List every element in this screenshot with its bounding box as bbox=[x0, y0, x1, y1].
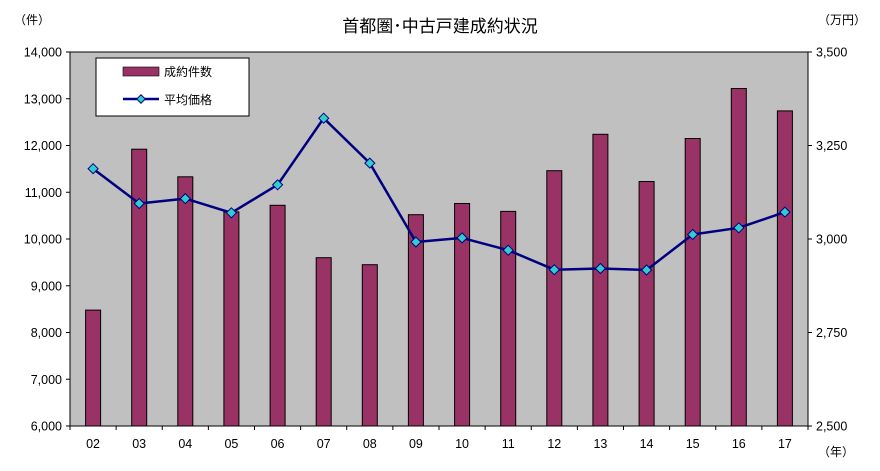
bar-09 bbox=[407, 214, 424, 427]
price-point-07 bbox=[317, 112, 330, 124]
right-axis-tick-label: 3,500 bbox=[816, 46, 847, 60]
left-axis-tick-label: 12,000 bbox=[24, 139, 62, 153]
right-axis-unit: （万円） bbox=[818, 13, 866, 27]
bar-06 bbox=[269, 204, 286, 427]
bar-08 bbox=[361, 264, 378, 427]
price-point-05 bbox=[225, 207, 238, 219]
bar-14 bbox=[638, 181, 655, 427]
left-axis-tick-label: 7,000 bbox=[31, 373, 62, 387]
x-axis-tick-label: 02 bbox=[86, 437, 100, 451]
legend-swatch-marker bbox=[136, 94, 146, 104]
x-axis-unit: （年） bbox=[818, 445, 854, 459]
x-axis-tick-label: 09 bbox=[409, 437, 423, 451]
price-point-11 bbox=[502, 244, 514, 256]
legend: 成約件数 平均価格 bbox=[95, 57, 250, 117]
price-point-04 bbox=[179, 192, 192, 205]
price-point-09 bbox=[410, 236, 422, 248]
x-axis-tick-label: 08 bbox=[363, 437, 377, 451]
left-axis-tick-label: 11,000 bbox=[25, 186, 62, 200]
left-axis-tick-label: 14,000 bbox=[24, 46, 62, 60]
right-axis-tick-label: 3,250 bbox=[816, 139, 847, 153]
price-line bbox=[92, 116, 786, 272]
legend-swatch-bar bbox=[122, 66, 160, 77]
left-axis-tick-label: 13,000 bbox=[24, 92, 62, 106]
price-point-16 bbox=[733, 222, 745, 234]
price-point-13 bbox=[594, 262, 607, 275]
x-axis-tick-label: 05 bbox=[224, 437, 238, 451]
bar-07 bbox=[315, 257, 332, 427]
price-point-17 bbox=[779, 206, 791, 218]
x-axis-tick-label: 03 bbox=[132, 437, 146, 451]
x-axis-tick-label: 17 bbox=[778, 437, 792, 451]
legend-box bbox=[95, 57, 250, 117]
bar-12 bbox=[546, 170, 563, 427]
line-layer bbox=[87, 112, 791, 276]
left-axis-tick-label: 6,000 bbox=[31, 420, 62, 434]
left-axis-tick-label: 9,000 bbox=[31, 279, 62, 293]
bar-05 bbox=[223, 211, 240, 427]
x-axis-tick-label: 12 bbox=[547, 437, 561, 451]
bar-03 bbox=[131, 148, 148, 427]
x-axis-tick-label: 07 bbox=[317, 437, 331, 451]
x-axis-tick-label: 16 bbox=[732, 437, 746, 451]
x-axis-tick-label: 06 bbox=[271, 437, 285, 451]
bars-layer bbox=[85, 88, 793, 427]
legend-label-bar: 成約件数 bbox=[164, 64, 212, 79]
x-axis-tick-label: 04 bbox=[178, 437, 192, 451]
price-point-15 bbox=[686, 228, 699, 241]
right-axis-tick-label: 3,000 bbox=[816, 233, 847, 247]
bar-02 bbox=[85, 309, 102, 427]
bar-15 bbox=[684, 138, 701, 427]
price-point-10 bbox=[456, 232, 468, 244]
bar-13 bbox=[592, 133, 609, 427]
bar-11 bbox=[500, 210, 517, 427]
bar-17 bbox=[776, 110, 793, 427]
x-axis-tick-label: 11 bbox=[502, 437, 515, 451]
bar-16 bbox=[730, 88, 747, 427]
left-axis-unit: （件） bbox=[14, 13, 50, 27]
x-axis-tick-label: 15 bbox=[686, 437, 700, 451]
right-axis-tick-label: 2,750 bbox=[816, 326, 847, 340]
x-axis-tick-label: 14 bbox=[640, 437, 654, 451]
left-axis-tick-label: 8,000 bbox=[31, 326, 62, 340]
price-point-08 bbox=[364, 157, 376, 169]
price-point-02 bbox=[87, 162, 99, 175]
bar-04 bbox=[177, 176, 194, 427]
x-axis-tick-label: 13 bbox=[593, 437, 607, 451]
bar-10 bbox=[454, 203, 471, 427]
price-point-06 bbox=[271, 179, 284, 191]
price-point-12 bbox=[548, 263, 561, 276]
chart-title: 首都圏･中古戸建成約状況 bbox=[342, 17, 538, 37]
x-axis-tick-label: 10 bbox=[455, 437, 469, 451]
legend-label-line: 平均価格 bbox=[164, 92, 212, 107]
left-axis-tick-label: 10,000 bbox=[24, 233, 62, 247]
axes-layer: 6,000 7,000 8,000 9,000 10,000 11,000 12,000 13… bbox=[24, 46, 848, 452]
price-point-03 bbox=[133, 197, 145, 210]
price-point-14 bbox=[640, 264, 653, 276]
right-axis-tick-label: 2,500 bbox=[816, 420, 847, 434]
